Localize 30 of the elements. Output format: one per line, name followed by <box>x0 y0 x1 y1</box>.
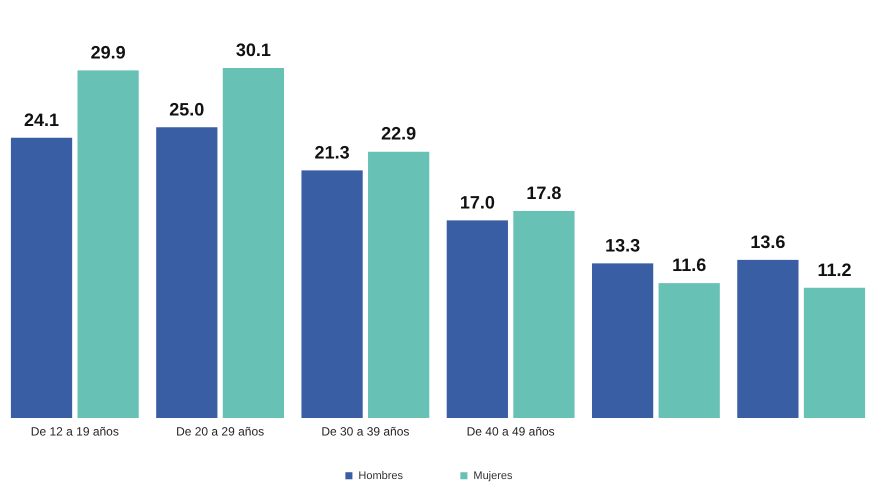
bar <box>10 138 72 418</box>
x-tick-label: De 30 a 39 años <box>321 424 410 438</box>
data-label: 29.9 <box>90 42 126 62</box>
bar <box>301 170 363 418</box>
x-tick-label: De 40 a 49 años <box>466 424 555 438</box>
data-label: 13.6 <box>750 232 786 252</box>
data-label: 24.1 <box>24 110 60 130</box>
bar <box>368 152 430 418</box>
x-tick-label: De 12 a 19 años <box>30 424 119 438</box>
data-label: 30.1 <box>236 40 271 60</box>
bar <box>77 70 139 418</box>
x-tick-label: De 20 a 29 años <box>176 424 264 438</box>
bar <box>156 127 218 418</box>
bar <box>658 283 720 418</box>
data-label: 11.2 <box>817 260 852 280</box>
bar <box>513 211 575 418</box>
data-label: 11.6 <box>672 255 706 276</box>
bar <box>222 68 284 418</box>
bar <box>804 288 866 418</box>
data-label: 17.0 <box>460 192 495 212</box>
bar <box>592 263 654 418</box>
data-label: 21.3 <box>314 142 350 162</box>
legend-label: Mujeres <box>473 470 514 482</box>
data-label: 22.9 <box>381 124 416 144</box>
data-label: 17.8 <box>526 183 562 204</box>
bar <box>737 260 799 418</box>
data-label: 13.3 <box>605 235 640 256</box>
bar <box>446 220 508 418</box>
data-label: 25.0 <box>169 99 204 120</box>
legend-label: Hombres <box>358 470 404 482</box>
